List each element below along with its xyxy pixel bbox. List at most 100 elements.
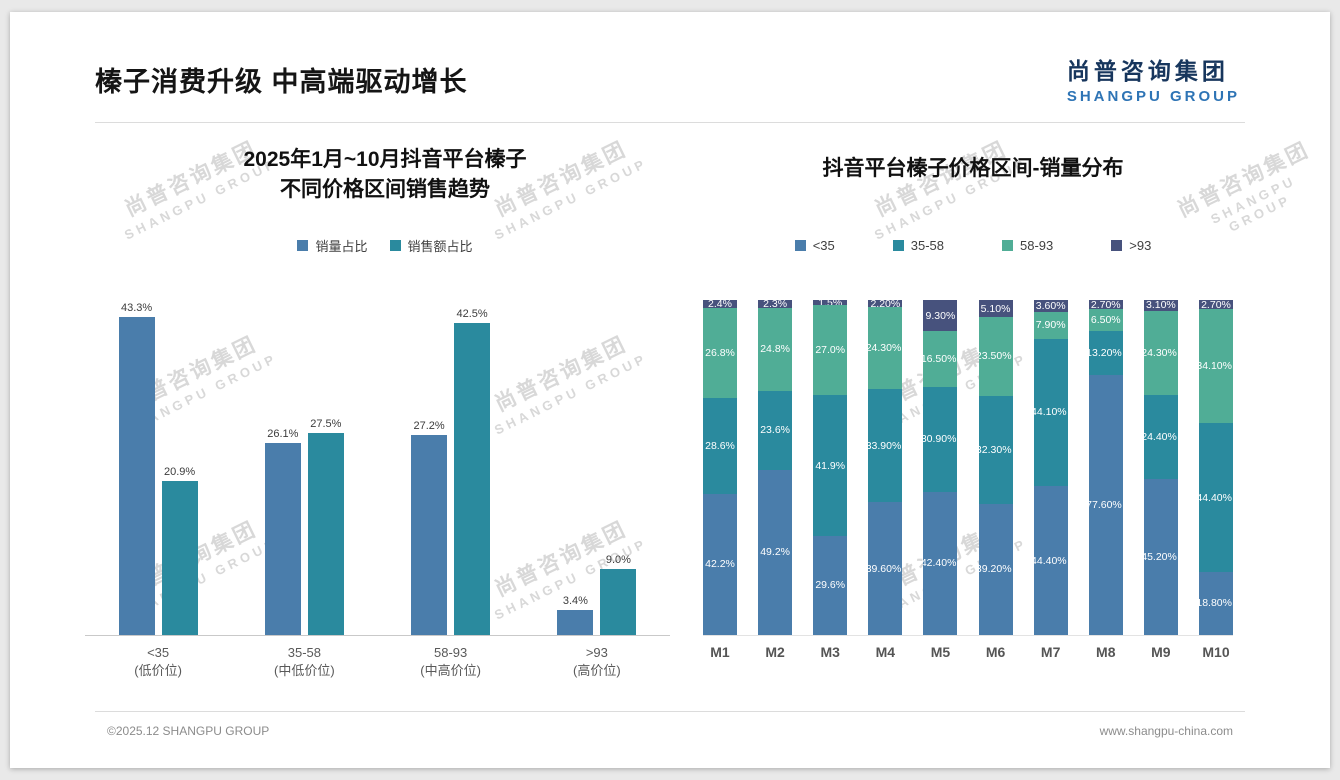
category-label: 58-93 (中高价位) — [386, 644, 516, 679]
segment->93: 3.10% — [1143, 300, 1178, 311]
segment-value-label: 1.5% — [818, 300, 842, 305]
segment-value-label: 33.90% — [868, 439, 902, 452]
segment-value-label: 24.30% — [868, 342, 902, 355]
stacked-bar-M5: 9.30% 16.50% 30.90% 42.40% M5 — [923, 300, 958, 660]
segment-35-58: 41.9% — [813, 395, 848, 536]
segment-<35: 44.40% — [1033, 486, 1068, 635]
month-label: M2 — [765, 644, 785, 660]
segment-35-58: 44.10% — [1033, 338, 1068, 487]
bar-column: 20.9% — [161, 466, 198, 635]
segment-value-label: 2.70% — [1201, 300, 1231, 310]
segment-<35: 49.2% — [758, 469, 793, 635]
segment-35-58: 32.30% — [978, 395, 1013, 504]
bar-销售额占比 — [600, 569, 637, 635]
bar-column: 27.5% — [307, 418, 344, 635]
segment->93: 1.5% — [813, 300, 848, 306]
bar-value-label: 3.4% — [562, 595, 588, 607]
segment-value-label: 2.20% — [870, 300, 901, 308]
segment-value-label: 30.90% — [923, 433, 957, 446]
logo-chinese-name: 尚普咨询集团 — [1066, 58, 1229, 84]
right-plot: 2.4% 26.8% 28.6% 42.2% M1 2.3% 24.8% 23.6% 49.2%… — [703, 300, 1233, 660]
segment-58-93: 24.30% — [1143, 310, 1178, 395]
segment-35-58: 33.90% — [868, 388, 903, 503]
stacked-bar-M7: 3.60% 7.90% 44.10% 44.40% M7 — [1033, 300, 1068, 660]
segment-value-label: 9.30% — [925, 309, 956, 322]
month-label: M4 — [875, 644, 896, 660]
segment-value-label: 44.40% — [1198, 491, 1232, 504]
stacked-bar-M1: 2.4% 26.8% 28.6% 42.2% M1 — [703, 300, 737, 660]
segment->93: 3.60% — [1033, 300, 1068, 313]
segment-value-label: 32.30% — [978, 443, 1012, 456]
right-chart-title: 抖音平台榛子价格区间-销量分布 — [822, 157, 1124, 180]
segment-value-label: 3.10% — [1145, 300, 1176, 311]
segment-58-93: 34.10% — [1198, 309, 1233, 424]
slide: 尚普咨询集团 SHANGPU GROUP 尚普咨询集团 SHANGPU GROUP 尚普… — [10, 12, 1330, 768]
segment-value-label: 24.8% — [760, 343, 790, 356]
segment-<35: 29.6% — [813, 535, 848, 635]
segment-value-label: 26.8% — [705, 346, 735, 359]
segment-value-label: 5.10% — [980, 302, 1011, 315]
segment-<35: 42.2% — [703, 493, 737, 635]
segment-value-label: 28.6% — [705, 439, 735, 452]
segment-value-label: 49.2% — [760, 546, 790, 559]
segment-<35: 45.20% — [1143, 478, 1178, 635]
bar-column: 9.0% — [600, 554, 637, 635]
legend-label: >93 — [1129, 238, 1152, 253]
segment-<35: 18.80% — [1198, 572, 1233, 635]
segment-value-label: 2.3% — [763, 300, 788, 308]
legend-item-销量占比: 销量占比 — [297, 236, 368, 255]
segment-value-label: 39.60% — [868, 562, 902, 575]
stacked-bar-M2: 2.3% 24.8% 23.6% 49.2% M2 — [758, 300, 793, 660]
category-label: <35 (低价位) — [93, 644, 223, 679]
stacked-bar-M6: 5.10% 23.50% 32.30% 39.20% M6 — [978, 300, 1013, 660]
bar-column: 43.3% — [118, 302, 155, 635]
legend-swatch-icon — [794, 240, 806, 251]
category-range: <35 — [147, 645, 170, 660]
stacked-bar-M9: 3.10% 24.30% 24.40% 45.20% M9 — [1143, 300, 1178, 660]
segment-value-label: 23.6% — [760, 424, 790, 437]
bar-销量占比 — [411, 435, 448, 635]
segment-58-93: 7.90% — [1033, 312, 1068, 339]
segment->93: 2.70% — [1198, 300, 1233, 310]
segment-value-label: 2.70% — [1090, 300, 1121, 310]
segment-value-label: 24.30% — [1143, 346, 1177, 359]
legend-swatch-icon — [892, 240, 904, 251]
company-logo: 尚普咨询集团 SHANGPU GROUP — [1067, 52, 1240, 105]
left-plot: 43.3% 20.9% <35 (低价位) 26.1% 27.5% 35-58 (中低价位) 2… — [85, 300, 670, 678]
segment-58-93: 27.0% — [813, 305, 848, 396]
segment-58-93: 26.8% — [703, 308, 737, 398]
legend-label: 35-58 — [910, 238, 944, 253]
bar-group-<35: 43.3% 20.9% <35 (低价位) — [118, 302, 198, 678]
category-tier: (低价位) — [134, 662, 182, 678]
bar-column: 27.2% — [411, 420, 448, 635]
month-label: M9 — [1151, 644, 1171, 660]
legend-swatch-icon — [297, 240, 309, 251]
segment-value-label: 18.80% — [1198, 597, 1232, 610]
segment-35-58: 44.40% — [1198, 423, 1233, 572]
segment-value-label: 44.10% — [1033, 406, 1067, 419]
segment-58-93: 23.50% — [978, 317, 1013, 396]
segment-value-label: 77.60% — [1088, 498, 1122, 511]
slide-content: 榛子消费升级 中高端驱动增长 尚普咨询集团 SHANGPU GROUP 2025… — [10, 12, 1330, 768]
left-chart-title-line2: 不同价格区间销售趋势 — [280, 178, 490, 202]
category-tier: (中低价位) — [274, 662, 335, 678]
legend-label: 销售额占比 — [407, 239, 473, 254]
segment-value-label: 27.0% — [815, 344, 846, 357]
bar-group->93: 3.4% 9.0% >93 (高价位) — [557, 554, 637, 678]
footer-divider — [95, 711, 1245, 712]
segment-value-label: 42.40% — [923, 557, 957, 570]
footer-website: www.shangpu-china.com — [1099, 724, 1233, 738]
footer-copyright: ©2025.12 SHANGPU GROUP — [107, 724, 270, 738]
segment-58-93: 24.8% — [758, 307, 793, 391]
segment-value-label: 7.90% — [1035, 319, 1066, 332]
month-label: M3 — [820, 644, 840, 660]
segment-58-93: 16.50% — [923, 331, 958, 388]
segment->93: 2.70% — [1088, 300, 1123, 310]
segment-58-93: 24.30% — [868, 307, 903, 389]
stacked-bar-M8: 2.70% 6.50% 13.20% 77.60% M8 — [1088, 300, 1123, 660]
segment->93: 2.3% — [758, 300, 793, 308]
segment-<35: 77.60% — [1088, 375, 1123, 635]
segment-value-label: 34.10% — [1198, 360, 1232, 373]
bar-销售额占比 — [161, 481, 198, 635]
legend-item-<35: <35 — [794, 238, 835, 253]
